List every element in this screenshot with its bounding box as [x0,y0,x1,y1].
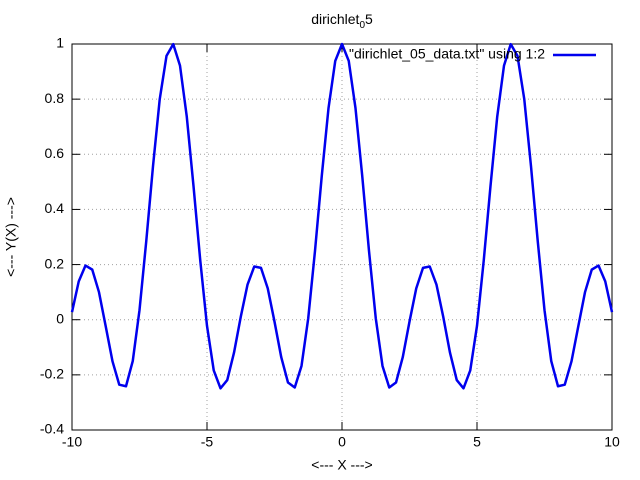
y-axis-label: <--- Y(X) ---> [3,197,19,277]
title-subscript: 0 [359,20,365,31]
x-tick-label: -5 [201,434,214,450]
y-tick-label: -0.4 [40,421,64,437]
x-tick-label: 5 [473,434,481,450]
x-tick-label: 10 [604,434,620,450]
y-tick-label: 0.2 [45,255,65,271]
y-tick-label: -0.2 [40,366,64,382]
title-main: dirichlet [311,11,359,27]
x-tick-label: 0 [338,434,346,450]
title-after: 5 [365,11,373,27]
y-tick-label: 0.8 [45,90,65,106]
chart-title: dirichlet05 [311,11,373,31]
y-tick-label: 0.4 [45,200,65,216]
x-tick-label: -10 [62,434,82,450]
x-axis-label: <--- X ---> [311,457,372,473]
y-tick-label: 0 [56,310,64,326]
y-tick-label: 1 [56,35,64,51]
y-tick-label: 0.6 [45,145,65,161]
legend-label: "dirichlet_05_data.txt" using 1:2 [349,46,545,62]
data-line [70,42,614,390]
